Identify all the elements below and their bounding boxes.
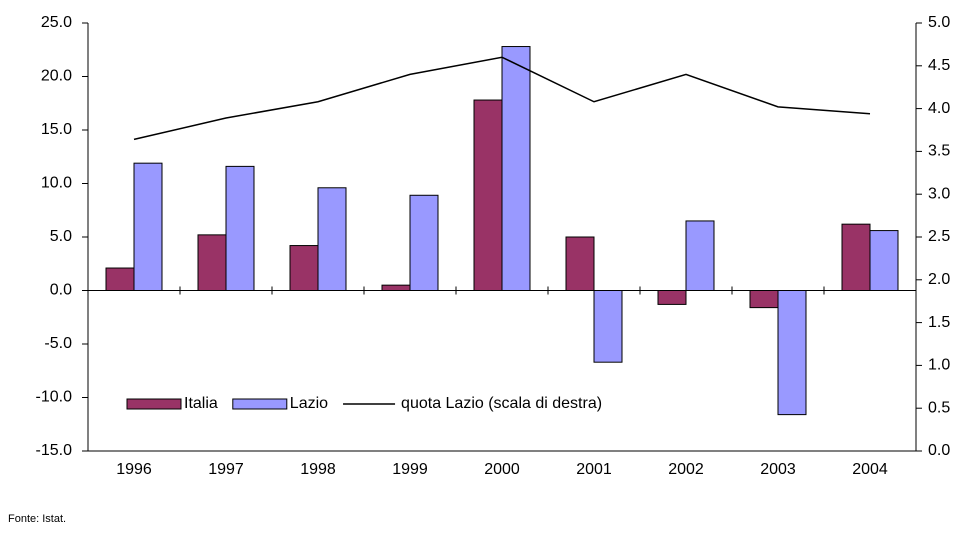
y-tick-label: 5.0 xyxy=(50,228,72,245)
y2-tick-label: 4.5 xyxy=(928,57,950,74)
x-tick-label: 1998 xyxy=(300,461,336,478)
bar xyxy=(197,234,227,291)
legend-swatch xyxy=(126,398,182,410)
bar xyxy=(225,165,255,292)
bar xyxy=(841,223,871,291)
y-tick-label: 10.0 xyxy=(41,175,72,192)
y2-tick-label: 2.5 xyxy=(928,228,950,245)
bar xyxy=(105,267,135,291)
bar xyxy=(869,230,899,291)
line-series xyxy=(133,56,871,141)
y2-tick-label: 1.0 xyxy=(928,357,950,374)
y-tick-label: 15.0 xyxy=(41,121,72,138)
x-tick-label: 2002 xyxy=(668,461,704,478)
x-tick-label: 2004 xyxy=(852,461,888,478)
legend-label: Italia xyxy=(184,395,218,412)
legend-swatch xyxy=(232,398,288,410)
bar xyxy=(409,194,439,292)
bar xyxy=(381,284,411,291)
y2-tick-label: 1.5 xyxy=(928,314,950,331)
bar xyxy=(749,290,779,309)
y2-tick-label: 3.5 xyxy=(928,143,950,160)
bar xyxy=(317,187,347,291)
bar xyxy=(289,245,319,291)
source-note: Fonte: Istat. xyxy=(8,513,66,525)
y-tick-label: -10.0 xyxy=(36,389,73,406)
bar xyxy=(657,290,687,305)
bar xyxy=(565,236,595,291)
y-tick-label: 25.0 xyxy=(41,14,72,31)
bar xyxy=(501,46,531,292)
x-tick-label: 1996 xyxy=(116,461,152,478)
bar xyxy=(133,162,163,291)
bar xyxy=(777,290,807,416)
y2-tick-label: 0.0 xyxy=(928,442,950,459)
x-tick-label: 2003 xyxy=(760,461,796,478)
y2-tick-label: 0.5 xyxy=(928,399,950,416)
x-tick-label: 2001 xyxy=(576,461,612,478)
y-tick-label: -5.0 xyxy=(44,335,72,352)
bar xyxy=(473,99,503,292)
x-tick-label: 2000 xyxy=(484,461,520,478)
y2-tick-label: 5.0 xyxy=(928,14,950,31)
y2-tick-label: 4.0 xyxy=(928,100,950,117)
x-tick-label: 1997 xyxy=(208,461,244,478)
y-tick-label: 0.0 xyxy=(50,282,72,299)
y2-tick-label: 2.0 xyxy=(928,271,950,288)
x-tick-label: 1999 xyxy=(392,461,428,478)
bar xyxy=(685,220,715,291)
y2-tick-label: 3.0 xyxy=(928,185,950,202)
legend-label: Lazio xyxy=(290,395,328,412)
y-tick-label: 20.0 xyxy=(41,68,72,85)
bar xyxy=(593,290,623,363)
y-tick-label: -15.0 xyxy=(36,442,73,459)
legend-label: quota Lazio (scala di destra) xyxy=(401,395,602,412)
